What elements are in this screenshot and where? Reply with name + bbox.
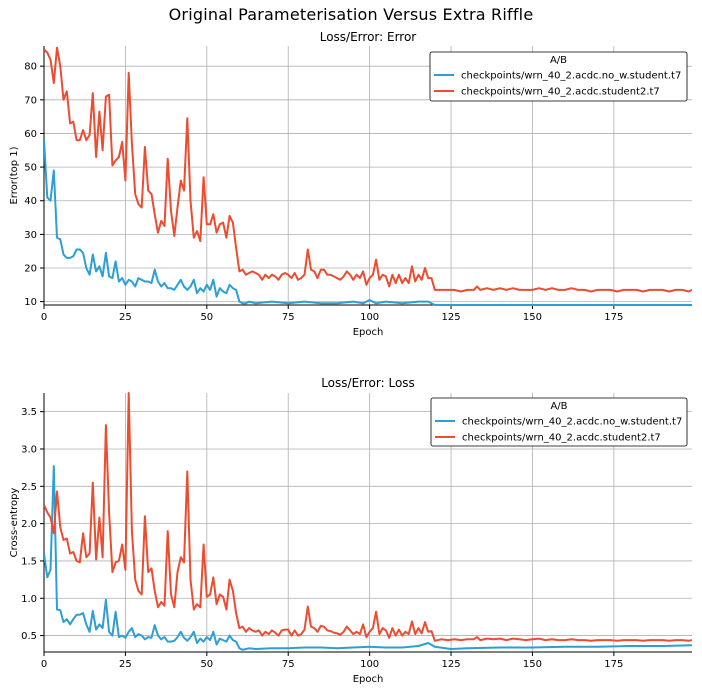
chart-title: Loss/Error: Loss xyxy=(321,376,415,390)
y-tick-label: 2.5 xyxy=(21,482,37,493)
x-tick-label: 0 xyxy=(41,659,47,670)
x-tick-label: 150 xyxy=(523,659,542,670)
series-line-no-w-student xyxy=(44,140,692,306)
x-tick-label: 50 xyxy=(200,659,213,670)
loss-chart-panel: 0 25 50 75 100 125 150 175 0.5 1.0 1.5 2.0 2.5 3.0 3.5… xyxy=(9,376,692,685)
y-tick-label: 2.0 xyxy=(21,519,37,530)
y-tick-label: 30 xyxy=(24,230,37,241)
y-tick-label: 10 xyxy=(24,297,37,308)
series-line-student2 xyxy=(44,392,692,642)
x-tick-label: 125 xyxy=(441,312,460,323)
x-tick-label: 25 xyxy=(119,312,132,323)
legend-entry: checkpoints/wrn_40_2.acdc.no_w.student.t… xyxy=(462,417,682,428)
x-tick-label: 100 xyxy=(360,659,379,670)
legend-entry: checkpoints/wrn_40_2.acdc.student2.t7 xyxy=(462,433,661,444)
y-tick-label: 50 xyxy=(24,163,37,174)
legend-entry: checkpoints/wrn_40_2.acdc.student2.t7 xyxy=(461,87,660,98)
legend-box xyxy=(430,397,688,447)
series-line-no-w-student xyxy=(44,465,692,651)
figure-title: Original Parameterisation Versus Extra R… xyxy=(168,5,534,24)
x-tick-label: 0 xyxy=(41,312,47,323)
x-tick-label: 75 xyxy=(282,659,295,670)
x-tick-label: 100 xyxy=(360,312,379,323)
y-tick-label: 3.5 xyxy=(21,407,37,418)
y-tick-label: 80 xyxy=(24,62,37,73)
legend-entry: checkpoints/wrn_40_2.acdc.no_w.student.t… xyxy=(461,71,681,82)
x-tick-label: 125 xyxy=(441,659,460,670)
legend-title: A/B xyxy=(550,55,567,66)
y-tick-label: 1.5 xyxy=(21,556,37,567)
x-axis-label: Epoch xyxy=(353,327,384,338)
y-tick-label: 0.5 xyxy=(21,631,37,642)
y-tick-label: 20 xyxy=(24,264,37,275)
y-axis-label: Error(top 1) xyxy=(9,146,20,204)
y-tick-label: 70 xyxy=(24,95,37,106)
chart-title: Loss/Error: Error xyxy=(320,30,417,44)
series-line-student2 xyxy=(44,46,692,293)
legend: A/B checkpoints/wrn_40_2.acdc.no_w.studen… xyxy=(429,51,688,102)
y-tick-label: 40 xyxy=(24,196,37,207)
y-tick-label: 3.0 xyxy=(21,444,37,455)
error-chart-panel: 0 25 50 75 100 125 150 175 10 20 30 40 50 60 70 80 Loss/… xyxy=(9,30,692,338)
x-tick-label: 175 xyxy=(604,659,623,670)
y-tick-label: 60 xyxy=(24,129,37,140)
x-tick-label: 150 xyxy=(523,312,542,323)
legend-title: A/B xyxy=(550,401,567,412)
x-tick-label: 25 xyxy=(119,659,132,670)
x-tick-label: 75 xyxy=(282,312,295,323)
y-tick-label: 1.0 xyxy=(21,594,37,605)
legend-box xyxy=(429,51,688,102)
y-axis-label: Cross-entropy xyxy=(9,488,20,558)
x-tick-label: 50 xyxy=(200,312,213,323)
x-axis-label: Epoch xyxy=(353,674,384,685)
legend: A/B checkpoints/wrn_40_2.acdc.no_w.studen… xyxy=(430,397,688,447)
x-tick-label: 175 xyxy=(604,312,623,323)
